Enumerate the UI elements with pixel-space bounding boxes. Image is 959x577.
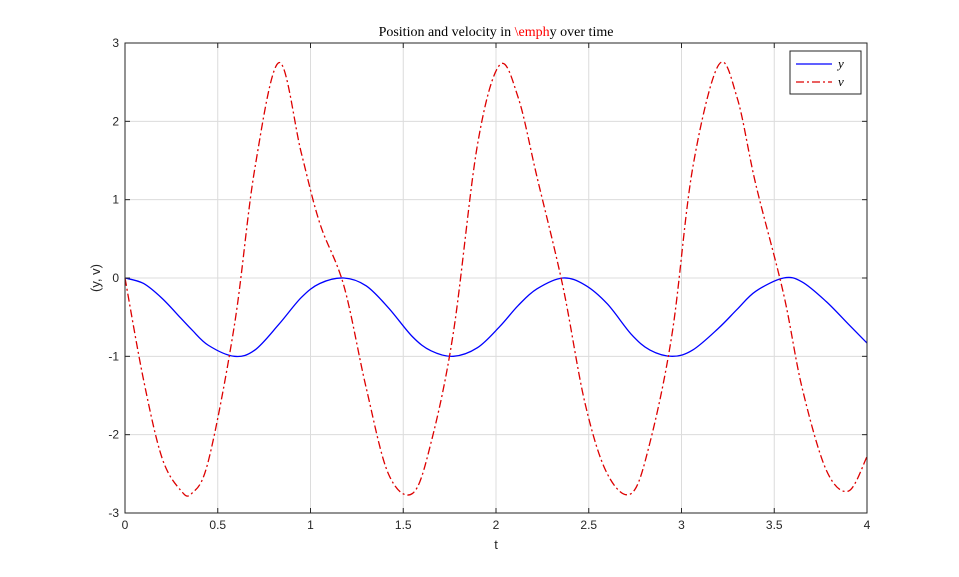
x-tick-label: 3.5 [766, 518, 783, 532]
y-tick-label: 2 [112, 114, 119, 128]
series-line-v [124, 61, 868, 497]
chart-title-highlight: \emph [515, 25, 550, 40]
y-axis-label: (y, v) [88, 264, 103, 292]
y-tick-label: 3 [112, 36, 119, 50]
x-tick-label: 2.5 [580, 518, 597, 532]
y-tick-label: 1 [112, 193, 119, 207]
legend: y v [789, 50, 862, 95]
x-axis-label: t [494, 537, 498, 552]
x-tick-label: 1.5 [395, 518, 412, 532]
y-tick-label: -1 [108, 349, 119, 363]
x-tick-label: 3 [678, 518, 685, 532]
x-tick-label: 1 [307, 518, 314, 532]
legend-box [789, 50, 862, 95]
series-line-y [124, 276, 868, 358]
y-tick-label: 0 [112, 271, 119, 285]
x-tick-label: 0 [122, 518, 129, 532]
x-tick-label: 0.5 [209, 518, 226, 532]
legend-label-v: v [838, 74, 844, 89]
chart-title-suffix: y over time [550, 25, 614, 40]
x-tick-label: 2 [493, 518, 500, 532]
y-tick-label: -2 [108, 428, 119, 442]
chart-title: Position and velocity in \emphy over tim… [379, 25, 614, 40]
series-layer [124, 61, 868, 497]
y-tick-label: -3 [108, 506, 119, 520]
x-tick-label: 4 [864, 518, 871, 532]
chart-title-prefix: Position and velocity in [379, 25, 515, 40]
legend-label-y: y [836, 56, 844, 71]
tick-layer: 0 0.5 1 1.5 2 2.5 3 3.5 4 -3 -2 -1 0 1 2 3 [108, 36, 870, 532]
